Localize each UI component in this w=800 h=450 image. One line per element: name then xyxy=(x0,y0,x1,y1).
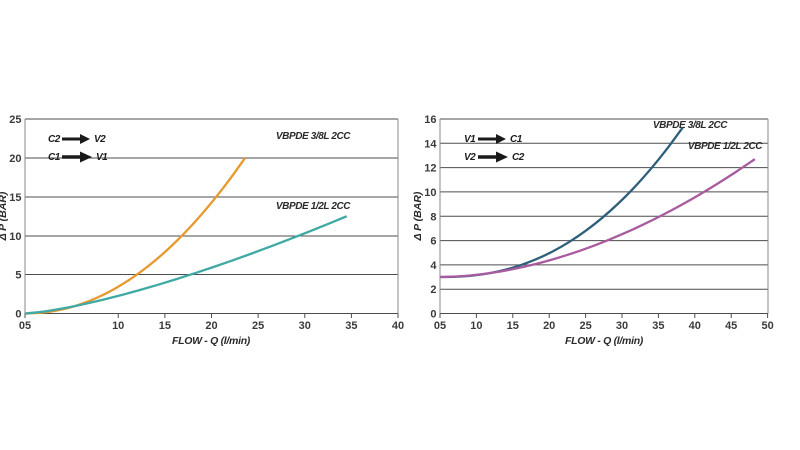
svg-text:20: 20 xyxy=(9,153,21,165)
svg-text:30: 30 xyxy=(299,320,311,332)
svg-text:40: 40 xyxy=(689,320,701,332)
svg-text:15: 15 xyxy=(507,320,519,332)
svg-text:45: 45 xyxy=(725,320,737,332)
svg-text:VBPDE 3/8L 2CC: VBPDE 3/8L 2CC xyxy=(653,120,728,131)
svg-text:8: 8 xyxy=(430,211,436,223)
svg-text:Δ P (BAR): Δ P (BAR) xyxy=(0,191,9,241)
svg-text:10: 10 xyxy=(470,320,482,332)
svg-text:0: 0 xyxy=(430,309,436,321)
svg-text:10: 10 xyxy=(112,320,124,332)
svg-text:16: 16 xyxy=(424,114,436,126)
svg-text:C2: C2 xyxy=(48,134,61,145)
svg-text:35: 35 xyxy=(345,320,357,332)
svg-text:C2: C2 xyxy=(512,152,525,163)
svg-text:VBPDE 1/2L 2CC: VBPDE 1/2L 2CC xyxy=(688,141,763,152)
svg-text:4: 4 xyxy=(430,260,437,272)
svg-text:30: 30 xyxy=(616,320,628,332)
svg-text:20: 20 xyxy=(205,320,217,332)
svg-text:25: 25 xyxy=(252,320,264,332)
svg-text:C1: C1 xyxy=(510,134,523,145)
svg-text:2: 2 xyxy=(430,284,436,296)
svg-text:35: 35 xyxy=(652,320,664,332)
svg-text:05: 05 xyxy=(434,320,446,332)
svg-text:V1: V1 xyxy=(96,152,108,163)
svg-text:V1: V1 xyxy=(464,134,476,145)
svg-text:5: 5 xyxy=(15,270,21,282)
svg-text:V2: V2 xyxy=(94,134,106,145)
svg-text:FLOW - Q (l/min): FLOW - Q (l/min) xyxy=(172,335,251,347)
svg-text:VBPDE 3/8L 2CC: VBPDE 3/8L 2CC xyxy=(276,131,351,142)
svg-text:V2: V2 xyxy=(464,152,476,163)
svg-text:12: 12 xyxy=(424,163,436,175)
svg-text:6: 6 xyxy=(430,236,436,248)
svg-text:15: 15 xyxy=(159,320,171,332)
svg-text:0: 0 xyxy=(15,309,21,321)
svg-text:25: 25 xyxy=(579,320,591,332)
svg-text:14: 14 xyxy=(424,138,437,150)
svg-text:05: 05 xyxy=(19,320,31,332)
svg-text:15: 15 xyxy=(9,192,21,204)
svg-text:10: 10 xyxy=(424,187,436,199)
svg-text:FLOW - Q (l/min): FLOW - Q (l/min) xyxy=(565,335,644,347)
svg-text:25: 25 xyxy=(9,114,21,126)
svg-text:10: 10 xyxy=(9,231,21,243)
svg-text:C1: C1 xyxy=(48,152,61,163)
svg-text:50: 50 xyxy=(761,320,773,332)
svg-text:40: 40 xyxy=(392,320,404,332)
svg-text:Δ P (BAR): Δ P (BAR) xyxy=(412,191,424,241)
svg-text:20: 20 xyxy=(543,320,555,332)
svg-text:VBPDE 1/2L 2CC: VBPDE 1/2L 2CC xyxy=(276,201,351,212)
